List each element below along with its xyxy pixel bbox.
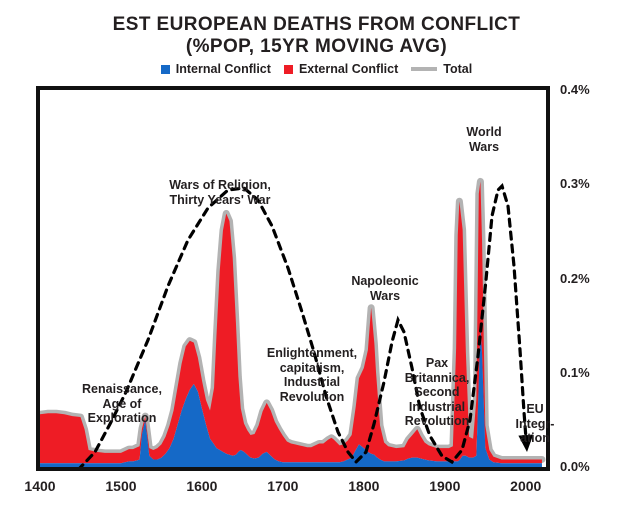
x-axis-tick: 1900 [429,478,461,494]
x-axis-tick: 1600 [186,478,218,494]
trend-arrow-icon [518,434,534,452]
x-axis-tick: 1700 [267,478,299,494]
legend-label-total: Total [443,62,473,76]
legend-item-external[interactable]: External Conflict [283,62,399,76]
y-axis-tick: 0.2% [560,270,590,286]
legend-line-total-icon [411,67,438,71]
page-title: EST EUROPEAN DEATHS FROM CONFLICT [112,14,521,35]
x-axis-tick: 1400 [24,478,56,494]
legend-item-internal[interactable]: Internal Conflict [160,62,271,76]
legend-swatch-external-icon [283,64,293,74]
legend-item-total[interactable]: Total [411,62,472,76]
y-axis-tick: 0.0% [560,459,590,474]
legend-swatch-internal-icon [160,64,170,74]
trend-curve [78,186,527,467]
y-axis-tick: 0.3% [560,176,590,192]
x-axis-tick: 1500 [105,478,137,494]
legend-label-external: External Conflict [298,62,399,76]
y-axis-tick: 0.4% [560,82,590,97]
chart-legend: Internal Conflict External Conflict Tota… [0,62,633,76]
y-axis-tick: 0.1% [560,364,590,380]
legend-label-internal: Internal Conflict [175,62,271,76]
page-subtitle: (%POP, 15YR MOVING AVG) [185,36,448,57]
x-axis-tick: 1800 [348,478,380,494]
chart-title-block: EST EUROPEAN DEATHS FROM CONFLICT (%POP,… [0,14,633,58]
chart-canvas [40,90,546,467]
x-axis-tick: 2000 [510,478,542,494]
plot-area [36,86,550,471]
